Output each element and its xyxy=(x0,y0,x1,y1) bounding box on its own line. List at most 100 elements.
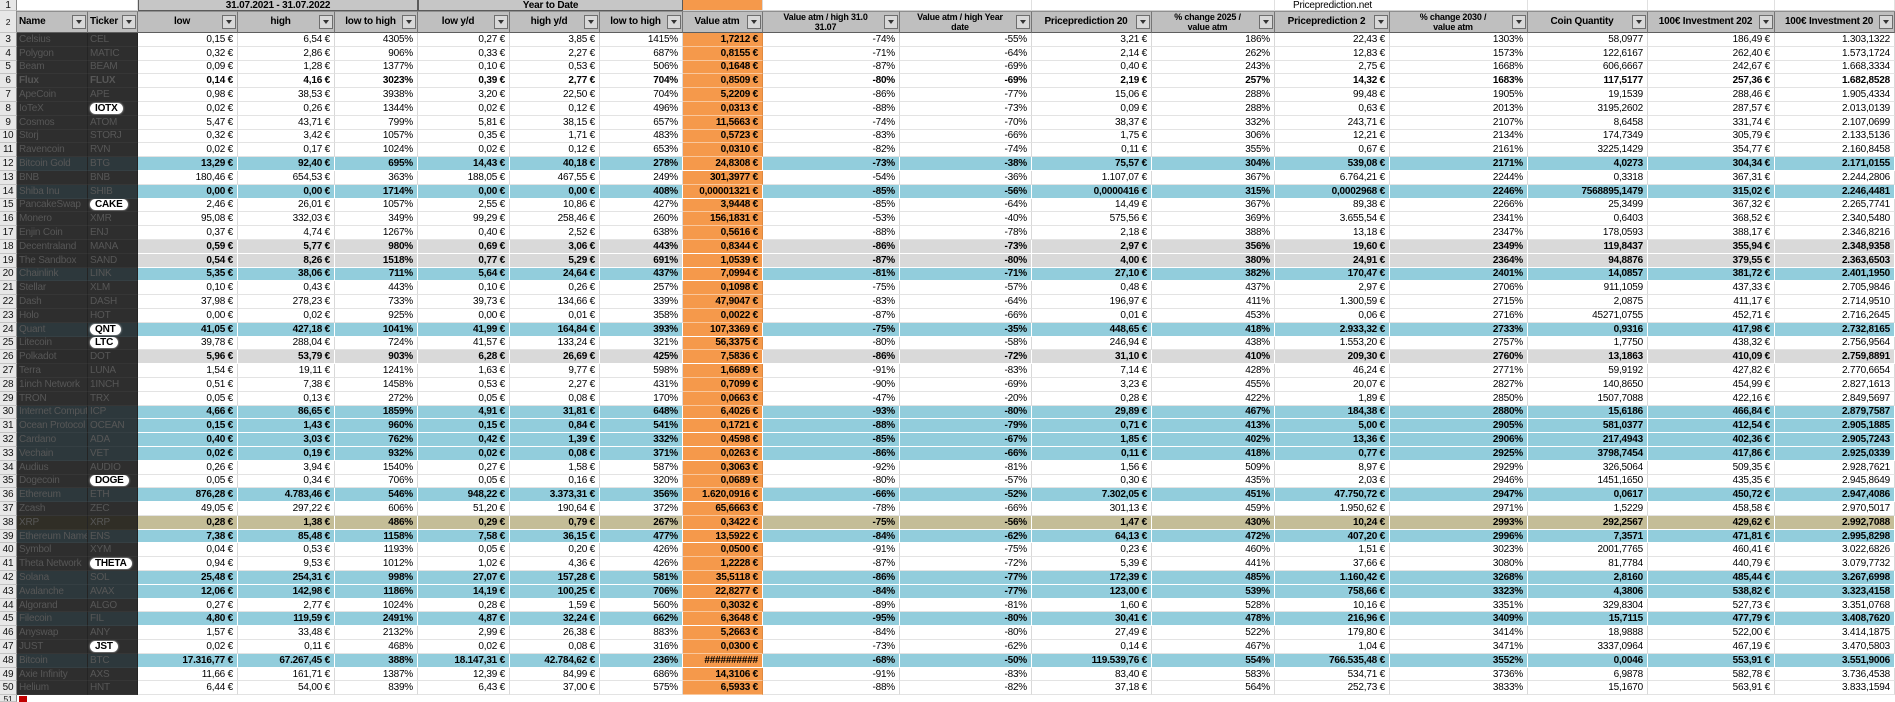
cell-pp25[interactable]: 0,28 € xyxy=(1032,391,1152,406)
filter-button[interactable] xyxy=(1512,15,1526,29)
cell-ticker[interactable]: JST xyxy=(88,640,138,654)
cell-lthyd[interactable]: 278% xyxy=(600,157,683,171)
cell-lowyd[interactable]: 0,69 € xyxy=(418,239,510,254)
cell-lthyd[interactable]: 316% xyxy=(600,640,683,654)
cell-highyd[interactable]: 4,36 € xyxy=(510,557,600,572)
cell-qty[interactable]: 4,3806 xyxy=(1528,584,1648,599)
cell-qty[interactable]: 94,8876 xyxy=(1528,253,1648,268)
cell-vh31[interactable]: -73% xyxy=(763,157,900,171)
cell-pp30[interactable]: 766.535,48 € xyxy=(1275,653,1390,668)
cell-vhyd[interactable]: -83% xyxy=(900,364,1032,378)
cell-pp25[interactable]: 0,40 € xyxy=(1032,60,1152,75)
cell-low[interactable]: 1,54 € xyxy=(138,364,238,378)
cell-highyd[interactable]: 37,00 € xyxy=(510,681,600,696)
row-number[interactable]: 13 xyxy=(0,170,17,185)
cell-atm[interactable]: 22,8277 € xyxy=(683,584,763,599)
cell-inv25[interactable]: 454,99 € xyxy=(1648,377,1775,392)
cell-low[interactable]: 0,59 € xyxy=(138,239,238,254)
cell-vh31[interactable]: -95% xyxy=(763,612,900,627)
cell-low[interactable]: 0,14 € xyxy=(138,74,238,89)
cell-highyd[interactable]: 24,64 € xyxy=(510,267,600,282)
cell-pp30[interactable]: 6.764,21 € xyxy=(1275,170,1390,185)
cell-vhyd[interactable]: -52% xyxy=(900,488,1032,503)
cell-inv30[interactable]: 1.573,1724 xyxy=(1775,46,1895,61)
cell-high[interactable]: 0,02 € xyxy=(238,308,335,323)
cell-ticker[interactable]: FIL xyxy=(88,612,138,627)
cell-vhyd[interactable]: -72% xyxy=(900,557,1032,572)
cell-lowyd[interactable]: 0,00 € xyxy=(418,184,510,199)
cell-ch25[interactable]: 257% xyxy=(1152,74,1275,89)
cell-qty[interactable]: 2,8160 xyxy=(1528,571,1648,585)
cell-highyd[interactable]: 1,58 € xyxy=(510,460,600,475)
cell-high[interactable]: 0,19 € xyxy=(238,446,335,461)
filter-button[interactable] xyxy=(1759,15,1773,29)
cell-qty[interactable]: 292,2567 xyxy=(1528,515,1648,530)
cell-low[interactable]: 0,15 € xyxy=(138,33,238,47)
cell-ticker[interactable]: MATIC xyxy=(88,46,138,61)
cell-pp25[interactable]: 3,23 € xyxy=(1032,377,1152,392)
cell-lthyd[interactable]: 648% xyxy=(600,405,683,420)
cell-vhyd[interactable]: -77% xyxy=(900,571,1032,585)
cell-low[interactable]: 1,57 € xyxy=(138,626,238,641)
cell-name[interactable]: Filecoin xyxy=(17,612,88,627)
cell-inv25[interactable]: 388,17 € xyxy=(1648,226,1775,240)
cell-ticker[interactable]: BTG xyxy=(88,157,138,171)
cell-highyd[interactable]: 0,08 € xyxy=(510,391,600,406)
cell-vh31[interactable]: -47% xyxy=(763,391,900,406)
cell-lowyd[interactable]: 0,10 € xyxy=(418,60,510,75)
cell-ch30[interactable]: 2244% xyxy=(1390,170,1528,185)
cell-ch30[interactable]: 1905% xyxy=(1390,88,1528,102)
cell-pp30[interactable]: 19,60 € xyxy=(1275,239,1390,254)
cell-vh31[interactable]: -86% xyxy=(763,446,900,461)
cell-high[interactable]: 278,23 € xyxy=(238,295,335,309)
cell-high[interactable]: 0,43 € xyxy=(238,281,335,296)
cell-name[interactable]: Litecoin xyxy=(17,336,88,351)
cell-pp30[interactable]: 0,0002968 € xyxy=(1275,184,1390,199)
cell-qty[interactable]: 0,0617 xyxy=(1528,488,1648,503)
cell-pp25[interactable]: 2,18 € xyxy=(1032,226,1152,240)
cell-ticker[interactable]: AVAX xyxy=(88,584,138,599)
cell-pp30[interactable]: 1.160,42 € xyxy=(1275,571,1390,585)
cell-pp30[interactable]: 209,30 € xyxy=(1275,350,1390,365)
row-number[interactable]: 7 xyxy=(0,88,17,102)
cell-vhyd[interactable]: -77% xyxy=(900,584,1032,599)
cell-vh31[interactable]: -80% xyxy=(763,336,900,351)
cell-qty[interactable]: 8,6458 xyxy=(1528,115,1648,130)
cell-lowyd[interactable]: 0,42 € xyxy=(418,433,510,447)
cell-name[interactable]: Flux xyxy=(17,74,88,89)
cell-ch25[interactable]: 528% xyxy=(1152,598,1275,613)
cell-vh31[interactable]: -91% xyxy=(763,364,900,378)
cell-lowyd[interactable]: 0,05 € xyxy=(418,474,510,489)
row-number[interactable]: 35 xyxy=(0,474,17,489)
cell-qty[interactable]: 1451,1650 xyxy=(1528,474,1648,489)
cell-vhyd[interactable]: -69% xyxy=(900,377,1032,392)
row-number[interactable]: 11 xyxy=(0,143,17,158)
cell-lthyd[interactable]: 477% xyxy=(600,529,683,544)
cell-ticker[interactable]: SOL xyxy=(88,571,138,585)
cell-lthyd[interactable]: 170% xyxy=(600,391,683,406)
cell-pp30[interactable]: 407,20 € xyxy=(1275,529,1390,544)
cell-inv25[interactable]: 417,98 € xyxy=(1648,322,1775,337)
cell-name[interactable]: XRP xyxy=(17,515,88,530)
cell-inv30[interactable]: 2.265,7741 xyxy=(1775,198,1895,213)
cell-vhyd[interactable]: -73% xyxy=(900,239,1032,254)
row-number[interactable]: 28 xyxy=(0,377,17,392)
row-number[interactable]: 36 xyxy=(0,488,17,503)
cell-ticker[interactable]: ANY xyxy=(88,626,138,641)
cell-ticker[interactable]: SHIB xyxy=(88,184,138,199)
cell-high[interactable]: 1,28 € xyxy=(238,60,335,75)
cell-atm[interactable]: 1,7212 € xyxy=(683,33,763,47)
cell-pp25[interactable]: 2,97 € xyxy=(1032,239,1152,254)
cell-qty[interactable]: 606,6667 xyxy=(1528,60,1648,75)
cell-highyd[interactable]: 2,27 € xyxy=(510,377,600,392)
cell-lth[interactable]: 1859% xyxy=(335,405,418,420)
cell-ch30[interactable]: 3409% xyxy=(1390,612,1528,627)
cell-pp25[interactable]: 5,39 € xyxy=(1032,557,1152,572)
cell-lthyd[interactable]: 358% xyxy=(600,308,683,323)
cell-ch30[interactable]: 3552% xyxy=(1390,653,1528,668)
cell-inv25[interactable]: 422,16 € xyxy=(1648,391,1775,406)
cell-low[interactable]: 17.316,77 € xyxy=(138,653,238,668)
cell-lth[interactable]: 724% xyxy=(335,336,418,351)
cell-lth[interactable]: 706% xyxy=(335,474,418,489)
cell-pp25[interactable]: 448,65 € xyxy=(1032,322,1152,337)
